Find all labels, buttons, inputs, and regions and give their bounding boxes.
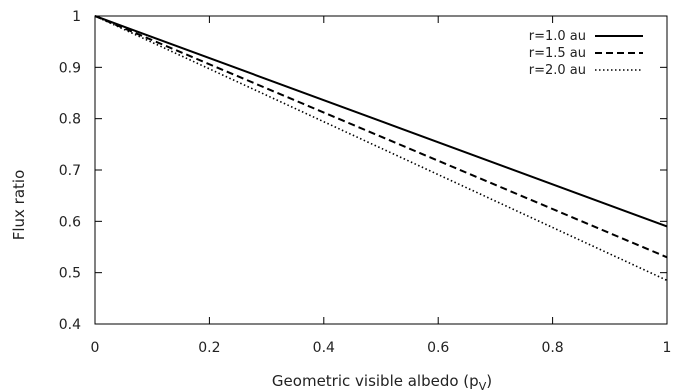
x-tick-label: 1 [663,340,672,356]
series-line-1 [94,15,668,228]
y-tick-label: 0.8 [59,112,81,128]
x-axis-title-subscript: V [479,380,487,392]
x-tick-label: 0.6 [427,340,449,356]
x-axis-title-main: Geometric visible albedo (p [272,372,479,390]
series-line-2 [94,15,668,259]
y-tick-label: 0.7 [59,163,81,179]
x-axis-title: Geometric visible albedo (pV) [272,372,492,392]
y-axis-ticks: 0.4 0.5 0.6 0.7 0.8 0.9 1 [59,9,667,333]
x-tick-label: 0 [91,340,100,356]
x-tick-label: 0.8 [541,340,563,356]
y-tick-label: 0.5 [59,266,81,282]
x-axis-ticks: 0 0.2 0.4 0.6 0.8 1 [91,16,672,356]
y-tick-label: 0.6 [59,214,81,230]
legend-label-1: r=1.0 au [529,29,586,44]
x-tick-label: 0.2 [198,340,220,356]
y-tick-label: 0.4 [59,317,81,333]
x-tick-label: 0.4 [313,340,335,356]
x-axis-title-suffix: ) [486,372,492,390]
legend-label-3: r=2.0 au [529,63,586,78]
series-lines [94,15,668,282]
y-axis-title: Flux ratio [10,170,28,241]
legend-label-2: r=1.5 au [529,46,586,61]
y-tick-label: 0.9 [59,60,81,76]
legend: r=1.0 au r=1.5 au r=2.0 au [529,29,643,78]
series-line-3 [94,15,668,282]
y-tick-label: 1 [72,9,81,25]
